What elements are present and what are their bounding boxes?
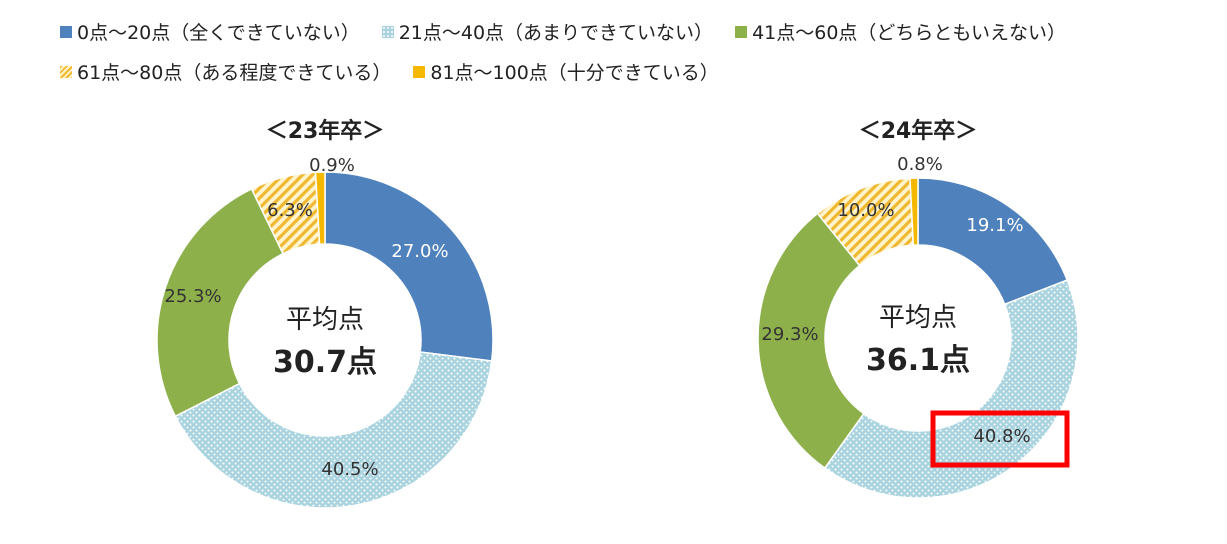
center-label: 平均点 (879, 303, 957, 333)
data-label: 10.0% (837, 200, 894, 221)
center-label: 平均点 (286, 305, 364, 335)
legend-label: 81点～100点（十分できている） (430, 62, 719, 84)
donut-slice (909, 177, 919, 246)
center-value: 30.7点 (273, 345, 377, 380)
data-label: 25.3% (164, 286, 221, 307)
data-label: 40.8% (973, 426, 1030, 447)
donut-slice (174, 351, 493, 509)
data-label: 19.1% (966, 215, 1023, 236)
donut-slice (314, 171, 326, 245)
legend-item: 81点～100点（十分できている） (413, 58, 719, 85)
data-label: 29.3% (761, 324, 818, 345)
data-label: 27.0% (391, 241, 448, 262)
data-label: 0.8% (897, 154, 943, 175)
donut-slice (917, 177, 1069, 306)
donut-slice (757, 212, 865, 470)
legend-swatch (735, 25, 748, 38)
legend-label: 21点～40点（あまりできていない） (398, 22, 714, 44)
legend-swatch (60, 65, 72, 78)
donut-slice (156, 187, 285, 418)
legend-label: 41点～60点（どちらともいえない） (752, 22, 1067, 44)
legend-row-2: 61点～80点（ある程度できている） 81点～100点（十分できている） (60, 58, 741, 85)
legend-swatch (60, 25, 72, 38)
chart-title: ＜23年卒＞ (266, 118, 385, 144)
donut-slice (823, 279, 1079, 499)
legend-label: 0点～20点（全くできていない） (77, 22, 360, 44)
data-label: 40.5% (321, 459, 378, 480)
center-value: 36.1点 (866, 343, 970, 378)
highlight-box (930, 410, 1070, 468)
legend-row-1: 0点～20点（全くできていない） 21点～40点（あまりできていない） 41点～… (60, 18, 1088, 45)
legend-item: 61点～80点（ある程度できている） (60, 58, 391, 85)
chart-title: ＜24年卒＞ (859, 118, 978, 144)
legend-label: 61点～80点（ある程度できている） (77, 62, 392, 84)
legend-item: 0点～20点（全くできていない） (60, 18, 360, 45)
legend-swatch (381, 25, 394, 38)
legend-swatch (413, 65, 426, 78)
data-label: 0.9% (309, 155, 355, 176)
legend-item: 21点～40点（あまりできていない） (381, 18, 714, 45)
data-label: 6.3% (267, 200, 313, 221)
donut-slice (324, 171, 494, 362)
legend-item: 41点～60点（どちらともいえない） (735, 18, 1066, 45)
